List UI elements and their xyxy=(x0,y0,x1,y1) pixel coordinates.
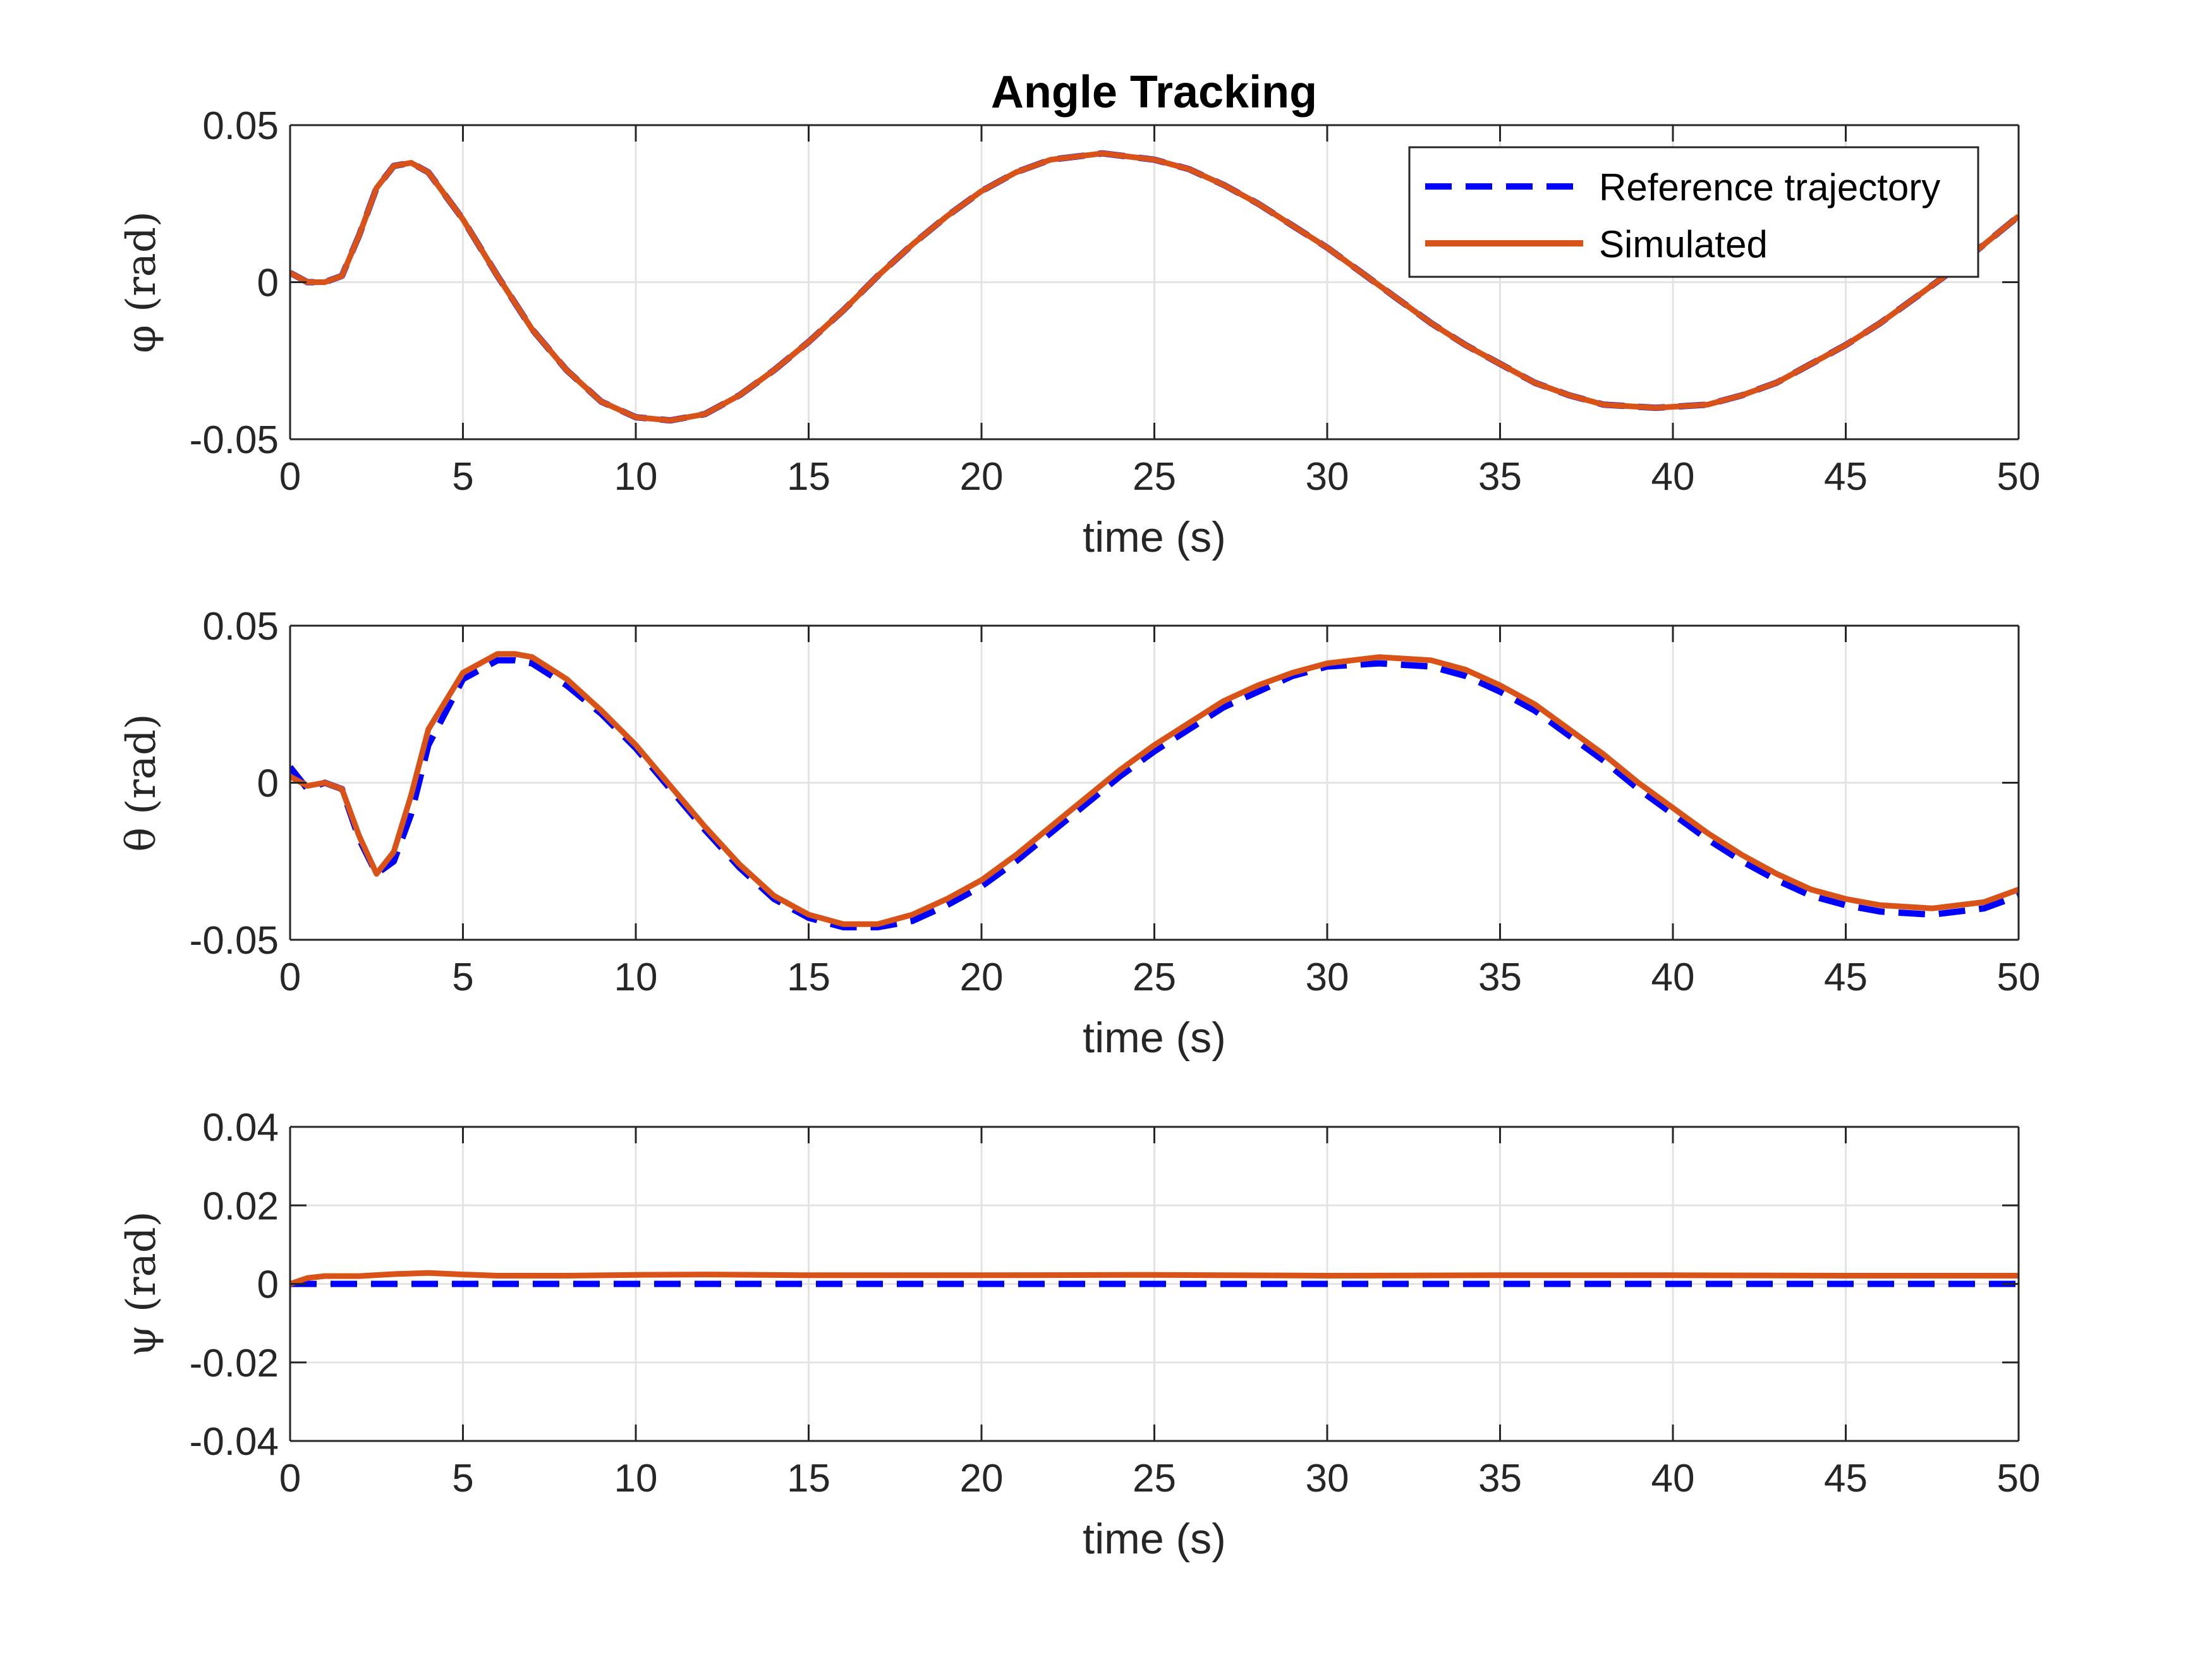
chart-title: Angle Tracking xyxy=(991,67,1317,118)
psi-x-tick-label: 25 xyxy=(1133,1457,1176,1500)
legend[interactable]: Reference trajectory Simulated xyxy=(1408,146,1979,278)
phi-x-tick-label: 30 xyxy=(1306,455,1349,499)
phi-x-tick-label: 5 xyxy=(452,455,473,499)
theta-x-tick-label: 5 xyxy=(452,956,473,999)
psi-xlabel: time (s) xyxy=(1083,1515,1226,1563)
phi-x-tick-label: 20 xyxy=(960,455,1004,499)
legend-box xyxy=(1408,146,1979,278)
theta-x-tick-label: 15 xyxy=(787,956,830,999)
legend-reference-label: Reference trajectory xyxy=(1599,166,1940,209)
phi-x-tick-label: 35 xyxy=(1478,455,1522,499)
phi-y-tick-label: -0.05 xyxy=(190,418,279,462)
theta-x-tick-label: 0 xyxy=(279,956,301,999)
psi-subplot: 0 5 10 15 20 25 30 35 40 45 50 -0.04 -0.02 0 0.02 0.04 t… xyxy=(118,1106,2040,1563)
psi-y-tick-label: -0.02 xyxy=(190,1342,279,1385)
psi-ylabel: ψ (rad) xyxy=(118,1211,165,1356)
phi-x-tick-label: 25 xyxy=(1133,455,1176,499)
phi-xlabel: time (s) xyxy=(1083,513,1226,561)
psi-x-tick-label: 30 xyxy=(1306,1457,1349,1500)
theta-x-tick-label: 45 xyxy=(1824,956,1868,999)
psi-x-tick-label: 15 xyxy=(787,1457,830,1500)
theta-x-tick-label: 20 xyxy=(960,956,1004,999)
theta-y-tick-label: -0.05 xyxy=(190,919,279,963)
theta-x-tick-label: 10 xyxy=(614,956,658,999)
psi-x-tick-label: 0 xyxy=(279,1457,301,1500)
theta-x-tick-label: 50 xyxy=(1997,956,2041,999)
phi-x-tick-label: 40 xyxy=(1651,455,1695,499)
theta-reference-line xyxy=(290,657,2019,931)
psi-y-tick-label: -0.04 xyxy=(190,1420,279,1464)
psi-x-tick-label: 35 xyxy=(1478,1457,1522,1500)
phi-y-tick-label: 0.05 xyxy=(202,104,279,148)
psi-x-tick-label: 10 xyxy=(614,1457,658,1500)
legend-simulated-label: Simulated xyxy=(1599,223,1768,265)
theta-ylabel: θ (rad) xyxy=(118,714,165,852)
psi-simulated-line xyxy=(290,1270,2019,1287)
theta-y-tick-label: 0 xyxy=(257,762,279,806)
psi-y-tick-label: 0.04 xyxy=(202,1106,279,1150)
psi-x-tick-label: 5 xyxy=(452,1457,473,1500)
psi-y-tick-label: 0 xyxy=(257,1263,279,1307)
phi-x-tick-label: 50 xyxy=(1997,455,2041,499)
phi-ylabel: φ (rad) xyxy=(118,211,165,353)
theta-x-tick-label: 40 xyxy=(1651,956,1695,999)
theta-y-tick-label: 0.05 xyxy=(202,605,279,648)
phi-x-tick-label: 0 xyxy=(279,455,301,499)
phi-x-tick-label: 45 xyxy=(1824,455,1868,499)
phi-x-tick-label: 10 xyxy=(614,455,658,499)
phi-y-tick-label: 0 xyxy=(257,262,279,305)
psi-x-tick-label: 40 xyxy=(1651,1457,1695,1500)
psi-y-tick-label: 0.02 xyxy=(202,1184,279,1228)
theta-x-tick-label: 25 xyxy=(1133,956,1176,999)
theta-xlabel: time (s) xyxy=(1083,1014,1226,1062)
theta-x-tick-label: 30 xyxy=(1306,956,1349,999)
theta-simulated-line xyxy=(290,651,2019,927)
psi-x-tick-label: 50 xyxy=(1997,1457,2041,1500)
theta-x-tick-label: 35 xyxy=(1478,956,1522,999)
phi-simulated-line xyxy=(290,150,2019,423)
psi-x-tick-label: 20 xyxy=(960,1457,1004,1500)
phi-x-tick-label: 15 xyxy=(787,455,830,499)
psi-x-tick-label: 45 xyxy=(1824,1457,1868,1500)
